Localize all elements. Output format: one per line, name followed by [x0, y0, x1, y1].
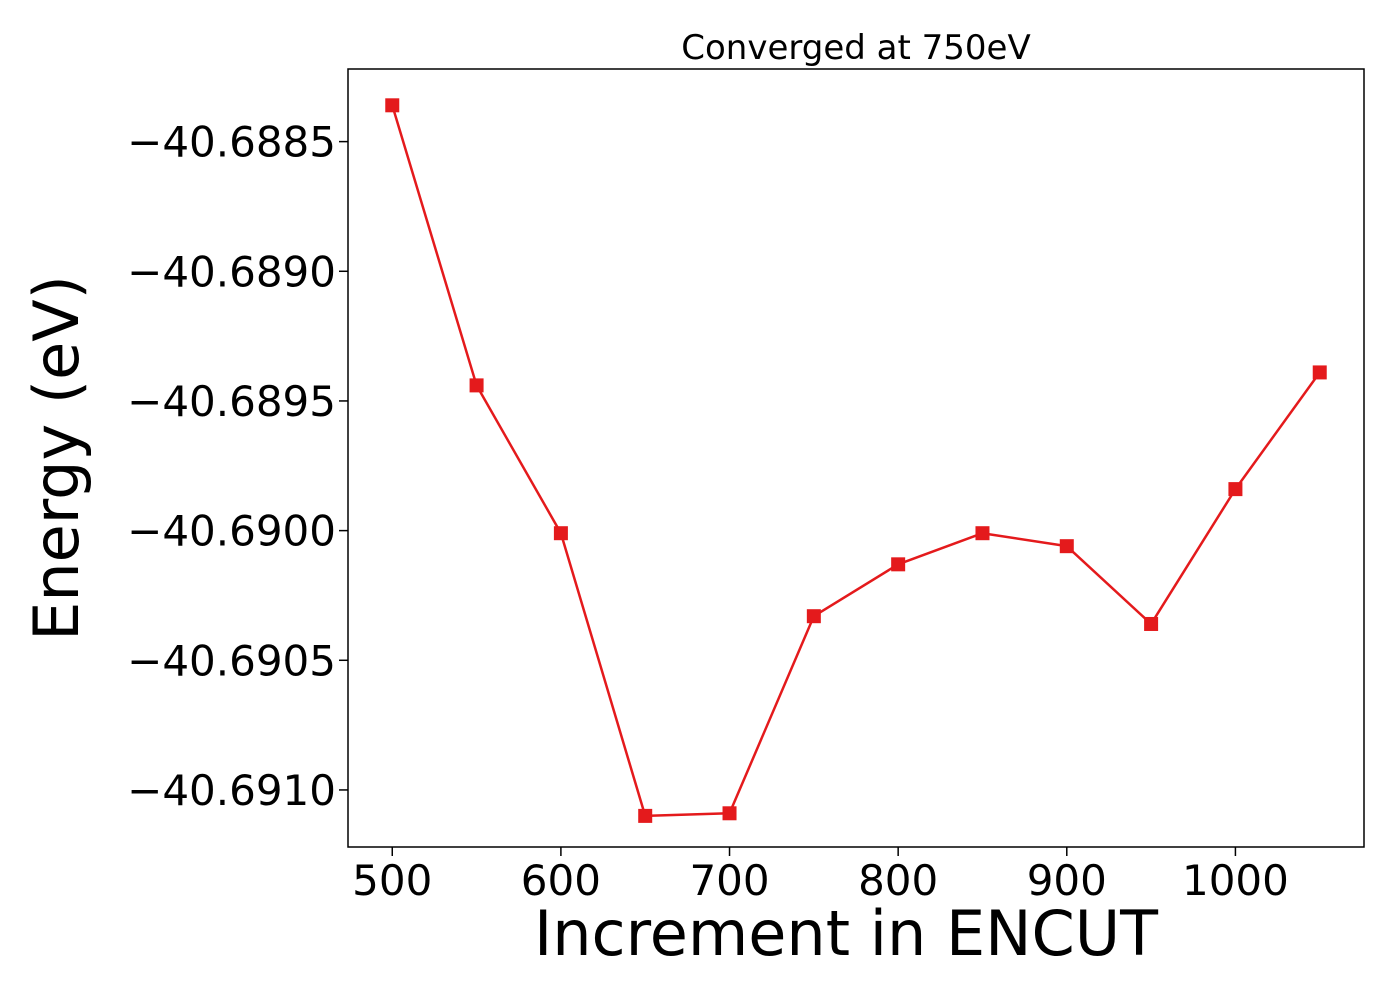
x-tick-label: 900 — [1027, 856, 1107, 905]
series-line — [391, 104, 1321, 818]
data-point-marker — [806, 609, 821, 624]
y-tick-label: −40.6900 — [127, 507, 336, 556]
y-axis-label: Energy (eV) — [20, 275, 93, 641]
y-tick-label: −40.6885 — [127, 118, 336, 167]
data-point-marker — [469, 378, 484, 393]
y-tick-label: −40.6905 — [127, 636, 336, 685]
x-axis-label: Increment in ENCUT — [534, 897, 1159, 970]
data-point-marker — [638, 808, 653, 823]
x-tick-label: 1000 — [1182, 856, 1289, 905]
data-point-marker — [1312, 365, 1327, 380]
data-point-marker — [1144, 616, 1159, 631]
x-tick-label: 600 — [521, 856, 601, 905]
data-point-marker — [1059, 539, 1074, 554]
x-tick-label: 500 — [352, 856, 432, 905]
chart-title: Converged at 750eV — [681, 28, 1030, 68]
plot-layer: 500 600 700 800 900 1000 −40.6885 −40.6890 −40.6… — [127, 98, 1327, 905]
y-tick-label: −40.6895 — [127, 377, 336, 426]
data-point-marker — [975, 526, 990, 541]
data-point-marker — [1228, 482, 1243, 497]
x-tick-label: 700 — [689, 856, 769, 905]
y-tick-label: −40.6910 — [127, 766, 336, 815]
data-point-marker — [722, 806, 737, 821]
data-point-marker — [553, 526, 568, 541]
plot-frame — [347, 68, 1365, 848]
x-tick-label: 800 — [858, 856, 938, 905]
data-point-marker — [891, 557, 906, 572]
y-tick-label: −40.6890 — [127, 247, 336, 296]
data-point-marker — [385, 98, 400, 113]
